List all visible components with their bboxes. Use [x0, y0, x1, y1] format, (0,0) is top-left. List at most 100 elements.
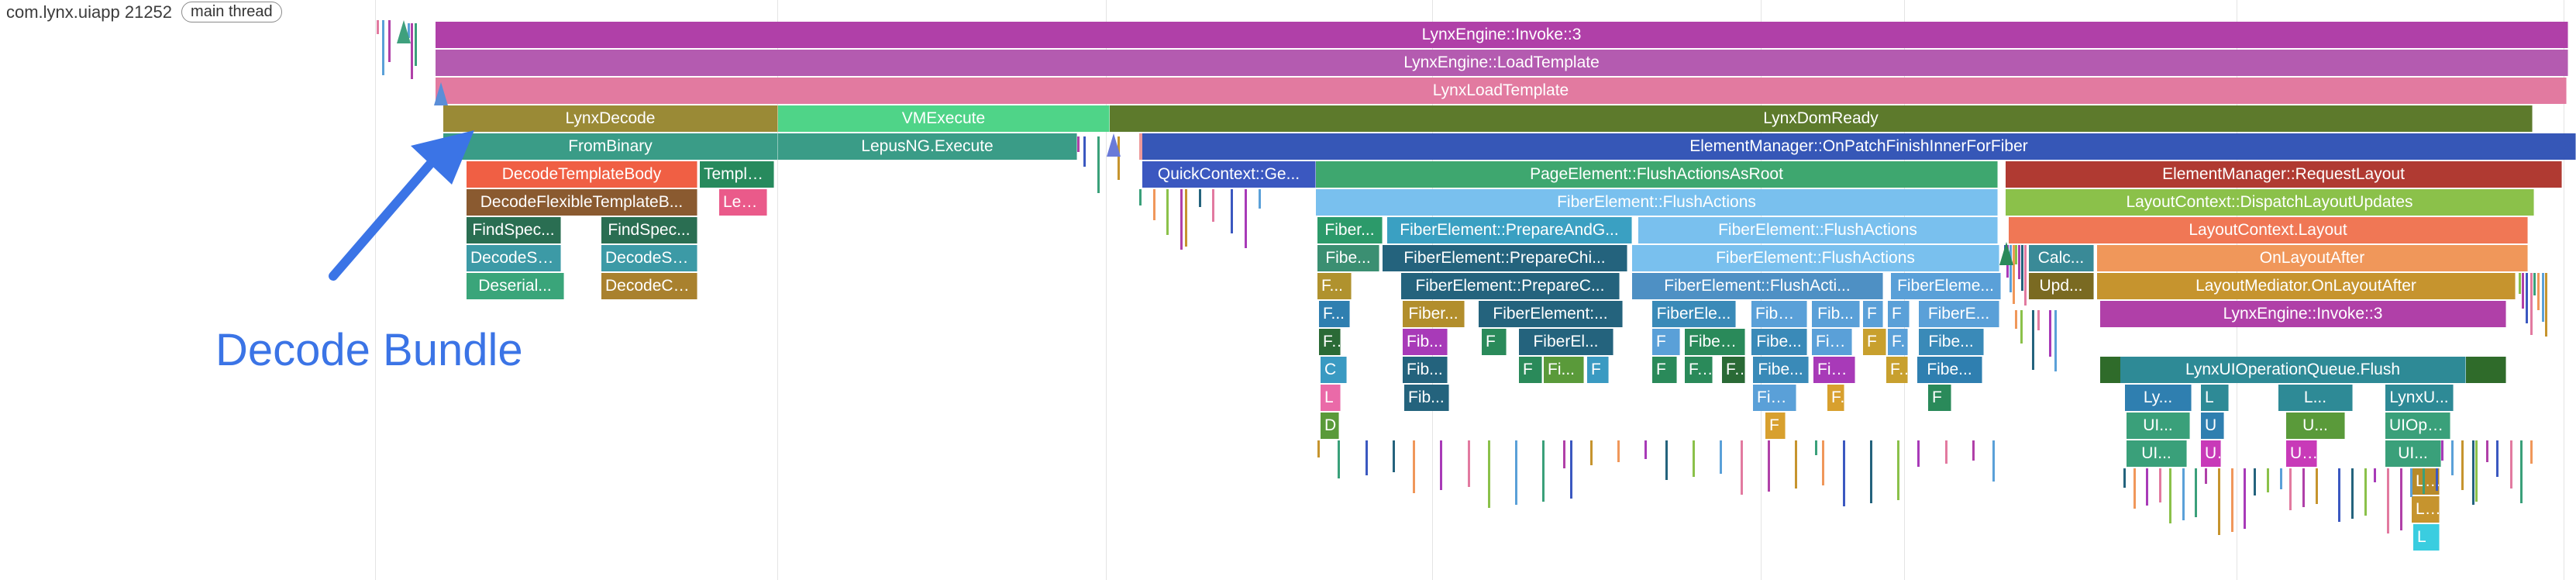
thin-slice[interactable]: [2486, 440, 2488, 462]
thin-slice[interactable]: [2441, 440, 2443, 461]
flame-slice[interactable]: F...: [1317, 273, 1352, 299]
flame-slice[interactable]: Fib...: [1404, 385, 1449, 411]
thin-slice[interactable]: [1693, 440, 1695, 477]
thin-slice[interactable]: [1393, 440, 1395, 472]
flame-slice[interactable]: FindSpec...: [601, 217, 697, 243]
thin-slice[interactable]: [1590, 440, 1593, 465]
flame-slice[interactable]: LynxLoadTemplate: [436, 78, 2567, 104]
thin-slice[interactable]: [2451, 440, 2454, 475]
flame-slice[interactable]: L: [1321, 385, 1341, 411]
flame-slice[interactable]: F: [1652, 357, 1677, 383]
thin-slice[interactable]: [411, 23, 413, 79]
flame-slice[interactable]: Fiber...: [1403, 301, 1465, 327]
flame-slice[interactable]: Upd...: [2029, 273, 2094, 299]
thin-slice[interactable]: [2024, 245, 2027, 306]
thin-slice[interactable]: [2510, 440, 2512, 489]
thin-slice[interactable]: [1992, 440, 1995, 482]
thin-slice[interactable]: [1563, 440, 1565, 468]
flame-slice[interactable]: FiberE...: [1919, 301, 1999, 327]
flame-slice[interactable]: F...: [1827, 385, 1844, 411]
flame-slice[interactable]: U: [2201, 413, 2224, 439]
flame-slice[interactable]: OnLayoutAfter: [2097, 245, 2528, 271]
flame-slice[interactable]: LynxU...: [2385, 385, 2454, 411]
flame-slice[interactable]: Fib...: [1753, 385, 1796, 411]
thin-slice[interactable]: [1180, 189, 1183, 250]
instant-event-icon[interactable]: [1107, 133, 1121, 157]
thin-slice[interactable]: [2461, 440, 2464, 490]
thin-slice[interactable]: [1720, 440, 1722, 474]
flame-slice[interactable]: Fib...: [1812, 329, 1852, 355]
flame-slice[interactable]: Fibe...: [1751, 329, 1807, 355]
thin-slice[interactable]: [1212, 189, 1214, 222]
flame-slice[interactable]: Lep...: [719, 189, 767, 216]
flame-slice[interactable]: L...: [2278, 385, 2353, 411]
thin-slice[interactable]: [382, 20, 384, 75]
flame-slice[interactable]: D: [1321, 413, 1339, 439]
thin-slice[interactable]: [2254, 468, 2256, 495]
flame-slice[interactable]: UI...: [2127, 440, 2187, 467]
thin-slice[interactable]: [2123, 468, 2126, 488]
thin-slice[interactable]: [2436, 468, 2438, 491]
flame-slice[interactable]: LynxEngine::LoadTemplate: [436, 50, 2568, 76]
flame-slice[interactable]: Templa...: [700, 161, 774, 188]
flame-slice[interactable]: C: [1321, 357, 1347, 383]
thin-slice[interactable]: [2289, 468, 2292, 510]
thin-slice[interactable]: [2054, 310, 2057, 371]
flame-slice[interactable]: F: [1587, 357, 1609, 383]
flame-slice[interactable]: UIOpe...: [2385, 413, 2450, 439]
flame-slice[interactable]: Fiber...: [1317, 217, 1383, 243]
thin-slice[interactable]: [2410, 468, 2412, 497]
flame-slice[interactable]: Fi...: [1544, 357, 1584, 383]
flame-slice[interactable]: F: [1863, 301, 1883, 327]
thin-slice[interactable]: [2146, 468, 2148, 506]
thin-slice[interactable]: [2205, 468, 2207, 484]
thin-slice[interactable]: [2374, 468, 2376, 482]
flame-slice[interactable]: F...: [1888, 329, 1908, 355]
thin-slice[interactable]: [2021, 245, 2023, 291]
flame-slice[interactable]: FiberElement::PrepareAndG...: [1387, 217, 1632, 243]
thin-slice[interactable]: [2364, 468, 2367, 516]
flame-slice[interactable]: Deserial...: [467, 273, 564, 299]
thin-slice[interactable]: [2244, 468, 2246, 529]
flame-slice[interactable]: F...: [1319, 329, 1341, 355]
thin-slice[interactable]: [1338, 440, 1340, 478]
flame-slice[interactable]: LynxDecode: [443, 105, 778, 132]
thin-slice[interactable]: [2533, 273, 2536, 295]
flame-slice[interactable]: Ly...: [2125, 385, 2192, 411]
thin-slice[interactable]: [2133, 468, 2136, 509]
flame-slice[interactable]: LynxDomReady: [1110, 105, 2533, 132]
thin-slice[interactable]: [1822, 440, 1824, 485]
flame-slice[interactable]: QuickContext::Ge...: [1142, 161, 1316, 188]
thin-slice[interactable]: [1468, 440, 1470, 487]
thin-slice[interactable]: [2400, 468, 2402, 530]
thin-slice[interactable]: [2338, 468, 2340, 522]
flame-slice[interactable]: PageElement::FlushActionsAsRoot: [1316, 161, 1998, 188]
thin-slice[interactable]: [1644, 440, 1647, 459]
flame-slice[interactable]: FromBinary: [443, 133, 778, 160]
thin-slice[interactable]: [1795, 440, 1797, 489]
flame-slice[interactable]: L: [2413, 524, 2440, 551]
instant-event-icon[interactable]: [397, 20, 411, 43]
flame-slice[interactable]: DecodeFlexibleTemplateB...: [467, 189, 697, 216]
thin-slice[interactable]: [1515, 440, 1517, 505]
thin-slice[interactable]: [1317, 440, 1320, 457]
flame-slice[interactable]: FiberEle...: [1652, 301, 1736, 327]
thin-slice[interactable]: [1153, 189, 1155, 220]
flame-slice[interactable]: Fib...: [1813, 357, 1855, 383]
flame-slice[interactable]: F: [1863, 329, 1886, 355]
flame-slice[interactable]: Fibe...: [1317, 245, 1379, 271]
flame-slice[interactable]: U: [2201, 440, 2221, 467]
thin-slice[interactable]: [2496, 440, 2499, 477]
thin-slice[interactable]: [1199, 189, 1201, 207]
thin-slice[interactable]: [1083, 136, 1086, 167]
flame-slice[interactable]: L...: [2412, 468, 2440, 495]
flame-slice[interactable]: ElementManager::RequestLayout: [2006, 161, 2562, 188]
flame-slice[interactable]: FiberElement:...: [1479, 301, 1623, 327]
thin-slice[interactable]: [1231, 189, 1233, 233]
flame-slice[interactable]: F: [1928, 385, 1951, 411]
flame-slice[interactable]: FiberElement::FlushActions: [1638, 217, 1998, 243]
thin-slice[interactable]: [1945, 440, 1947, 464]
thin-slice[interactable]: [2015, 310, 2017, 329]
flame-slice[interactable]: Fib...: [1403, 357, 1448, 383]
thin-slice[interactable]: [2015, 245, 2017, 264]
